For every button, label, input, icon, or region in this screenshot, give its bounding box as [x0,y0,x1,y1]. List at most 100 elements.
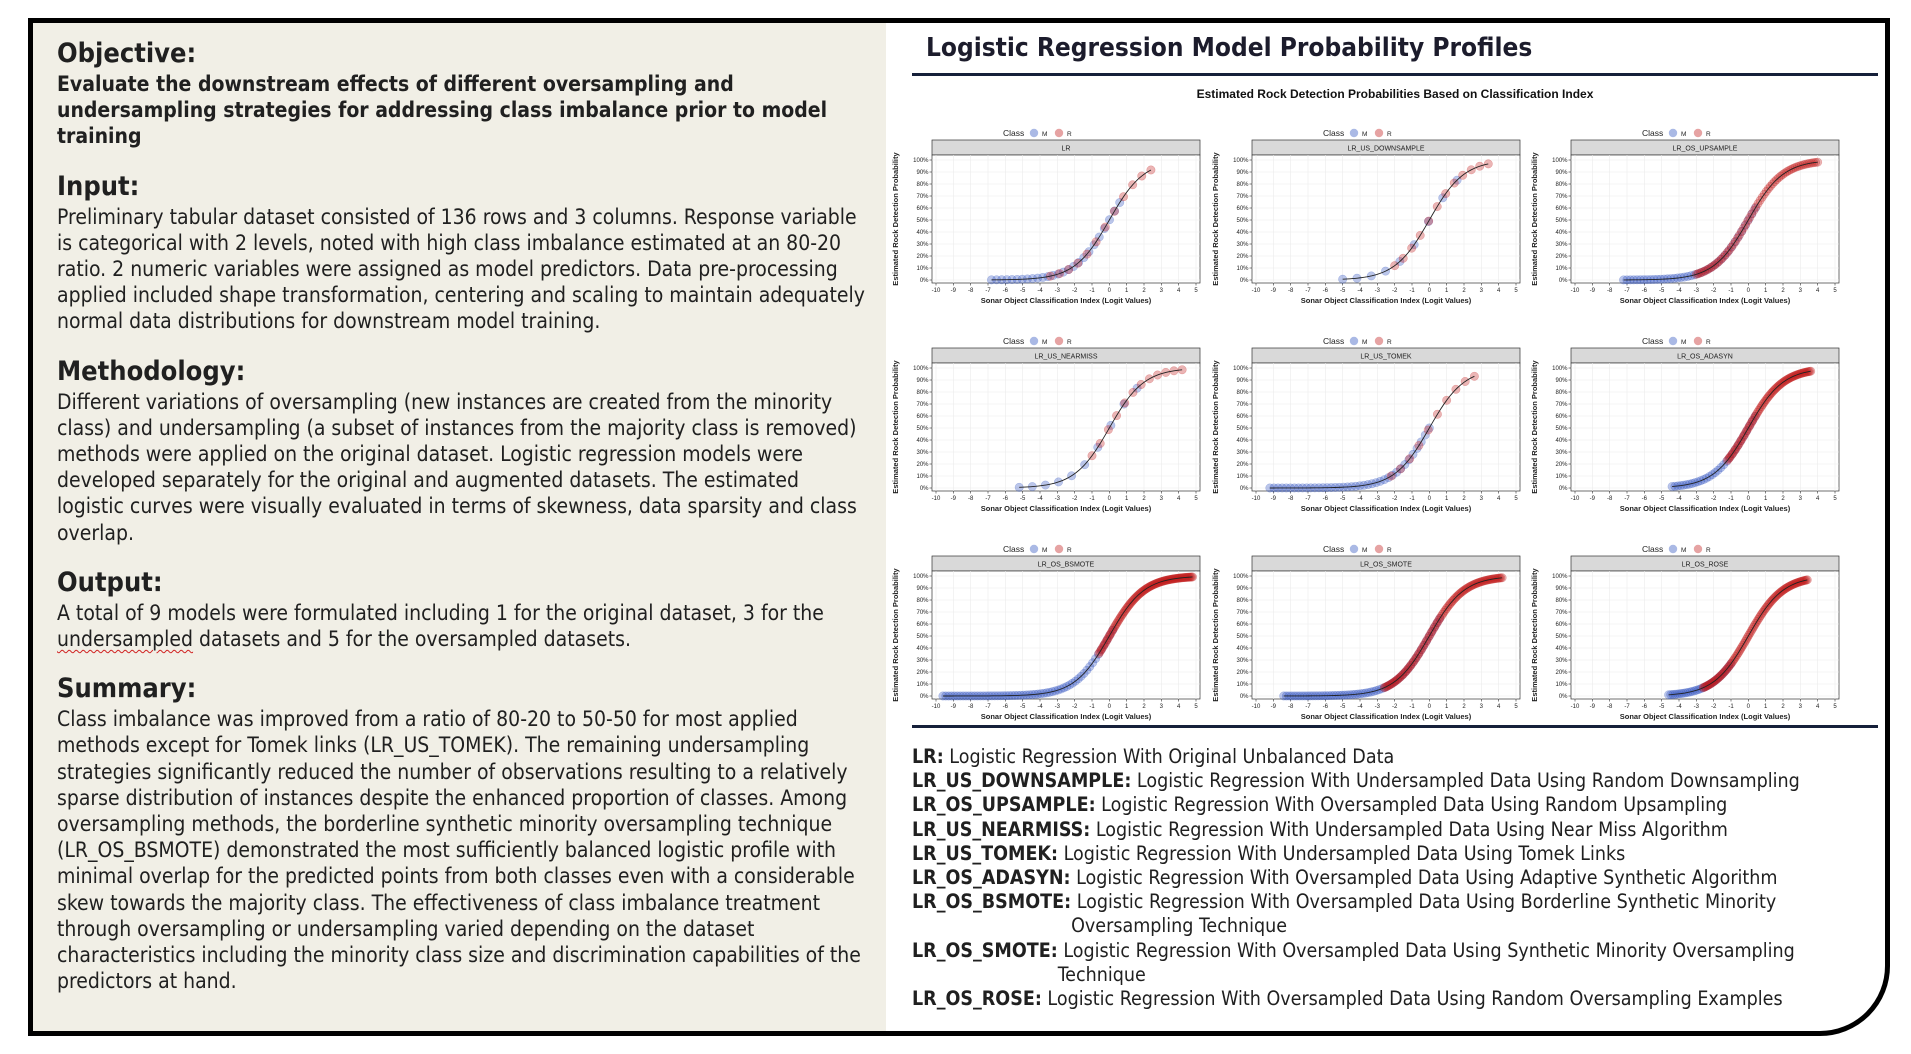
y-tick-label: 100% [1233,574,1249,580]
y-tick-label: 30% [1236,658,1249,664]
x-tick-label: -3 [1055,704,1061,710]
x-tick-label: -3 [1694,496,1700,502]
x-axis-label: Sonar Object Classification Index (Logit… [1620,504,1791,513]
y-tick-label: 20% [916,670,929,676]
y-tick-label: 10% [1555,682,1568,688]
x-tick-label: -2 [1072,288,1078,294]
legend-label-r: R [1067,339,1072,346]
panel-svg: Class M R LR_US_TOMEK 0% 10% 20% 30% 40% 50% 60% 70… [1211,336,1521,513]
legend-label-r: R [1387,547,1392,554]
y-tick-label: 40% [1555,230,1568,236]
x-tick-label: 5 [1194,496,1198,502]
y-tick-label: 10% [1555,266,1568,272]
definition-text: Logistic Regression With Undersampled Da… [1131,769,1800,793]
y-tick-label: 40% [1555,438,1568,444]
y-tick-label: 50% [1555,634,1568,640]
y-tick-label: 50% [1236,426,1249,432]
x-tick-label: 0 [1747,288,1751,294]
x-tick-label: -1 [1728,496,1734,502]
y-tick-label: 60% [1236,414,1249,420]
point-class-r [1813,157,1823,167]
x-tick-label: 3 [1799,704,1803,710]
y-axis-label: Estimated Rock Detection Probability [1211,567,1220,701]
x-tick-label: 2 [1781,496,1785,502]
y-tick-label: 60% [1555,206,1568,212]
x-tick-label: -10 [1252,288,1261,294]
y-tick-label: 100% [1233,158,1249,164]
x-tick-label: 5 [1194,704,1198,710]
y-axis-label: Estimated Rock Detection Probability [1211,151,1220,285]
x-tick-label: -7 [1624,704,1630,710]
y-tick-label: 30% [1555,658,1568,664]
chart-bottom-rule [912,725,1878,728]
x-tick-label: 4 [1816,704,1820,710]
legend-title: Class [1323,336,1344,346]
input-text: Preliminary tabular dataset consisted of… [57,204,865,334]
y-tick-label: 20% [1555,670,1568,676]
x-tick-label: -4 [1676,704,1682,710]
y-tick-label: 100% [1552,574,1568,580]
y-tick-label: 90% [1236,586,1249,592]
y-axis-label: Estimated Rock Detection Probability [1530,151,1539,285]
x-tick-label: 4 [1497,496,1501,502]
chart-panel: Class M R LR_US_DOWNSAMPLE 0% 10% 20% 30% 40% 50%… [1208,119,1526,319]
x-tick-label: 0 [1108,496,1112,502]
x-tick-label: 4 [1497,288,1501,294]
facet-label: LR_OS_ADASYN [1677,354,1733,361]
x-tick-label: -2 [1711,496,1717,502]
legend-label-r: R [1706,131,1711,138]
definition-text: Logistic Regression With Original Unbala… [943,745,1395,768]
x-tick-label: 2 [1462,704,1466,710]
panel-svg: Class M RLR0%10%20%30%40%50%60%70%80%90%10… [891,128,1201,305]
legend-label-m: M [1042,547,1047,554]
legend-marker-r [1693,128,1703,138]
x-tick-label: 3 [1799,496,1803,502]
x-tick-label: -7 [985,496,991,502]
legend-marker-r [1054,544,1064,554]
chart-panel: Class M R LR_US_NEARMISS 0% 10% 20% 30% 40% 50% 60… [888,327,1206,527]
x-tick-label: -6 [1642,496,1648,502]
x-tick-label: -9 [1271,288,1277,294]
x-tick-label: 2 [1142,496,1146,502]
x-axis-label: Sonar Object Classification Index (Logit… [981,712,1152,721]
x-tick-label: -5 [1340,496,1346,502]
logistic-curve [1623,161,1818,281]
legend-marker-m [1029,128,1039,138]
x-tick-label: 4 [1177,288,1181,294]
y-tick-label: 80% [1555,598,1568,604]
x-tick-label: -9 [1271,496,1277,502]
legend-marker-m [1029,336,1039,346]
chart-panel: Class M R LR_OS_SMOTE 0% 10% 20% 30% 40% 50% 60% 70… [1208,535,1526,735]
legend-label-r: R [1387,131,1392,138]
definition-text: Logistic Regression With Oversampled Dat… [1095,793,1728,817]
y-tick-label: 60% [1236,206,1249,212]
legend-label-m: M [1362,131,1367,138]
y-axis-label: Estimated Rock Detection Probability [1530,567,1539,701]
x-tick-label: -6 [1323,288,1329,294]
y-tick-label: 10% [1236,474,1249,480]
x-tick-label: -9 [1590,704,1596,710]
x-tick-label: -10 [932,704,941,710]
legend-label-r: R [1706,547,1711,554]
legend-title: Class [1642,544,1663,554]
x-tick-label: 4 [1497,704,1501,710]
x-tick-label: -5 [1659,704,1665,710]
y-tick-label: 80% [1236,182,1249,188]
legend-label-r: R [1387,339,1392,346]
x-tick-label: -6 [1642,288,1648,294]
chart-panel: Class M R LR 0% 10% 20% 30% 40% 50% 60% 70% 80% 90% 10… [888,119,1206,319]
definition-key: LR_OS_ADASYN: [912,866,1071,890]
x-tick-label: -5 [1020,496,1026,502]
chart-panel: Class M R LR_OS_ROSE 0% 10% 20% 30% 40% 50% 60% 70%… [1527,535,1845,735]
panel-svg: Class M R LR_US_NEARMISS 0% 10% 20% 30% 40% 50% 60… [891,336,1201,513]
summary-heading: Summary: [57,673,197,705]
x-tick-label: -2 [1072,496,1078,502]
x-tick-label: -9 [951,288,957,294]
legend-marker-r [1374,544,1384,554]
legend-title: Class [1642,336,1663,346]
x-axis-label: Sonar Object Classification Index (Logit… [1620,296,1791,305]
x-tick-label: 3 [1480,496,1484,502]
y-tick-label: 50% [916,218,929,224]
x-tick-label: -10 [932,496,941,502]
methodology-heading: Methodology: [57,355,246,387]
